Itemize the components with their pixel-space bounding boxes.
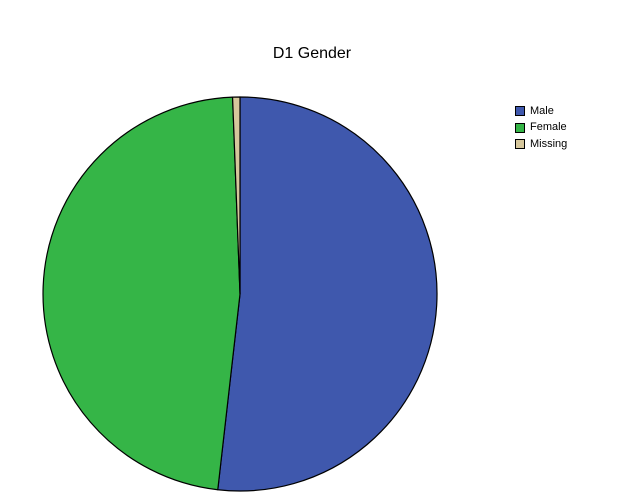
legend-label: Male bbox=[530, 104, 554, 117]
chart-legend: Male Female Missing bbox=[515, 103, 567, 153]
legend-label: Female bbox=[530, 121, 567, 134]
pie-slice-male bbox=[217, 96, 438, 492]
legend-swatch-missing bbox=[515, 139, 525, 150]
pie-slice-female bbox=[42, 96, 241, 491]
pie-slice-missing bbox=[231, 96, 241, 295]
legend-swatch-female bbox=[515, 122, 525, 133]
legend-swatch-male bbox=[515, 106, 525, 117]
legend-item-missing: Missing bbox=[515, 136, 567, 153]
chart-title: D1 Gender bbox=[272, 45, 352, 62]
legend-label: Missing bbox=[530, 137, 568, 150]
legend-item-male: Male bbox=[515, 103, 567, 120]
legend-item-female: Female bbox=[515, 120, 567, 137]
